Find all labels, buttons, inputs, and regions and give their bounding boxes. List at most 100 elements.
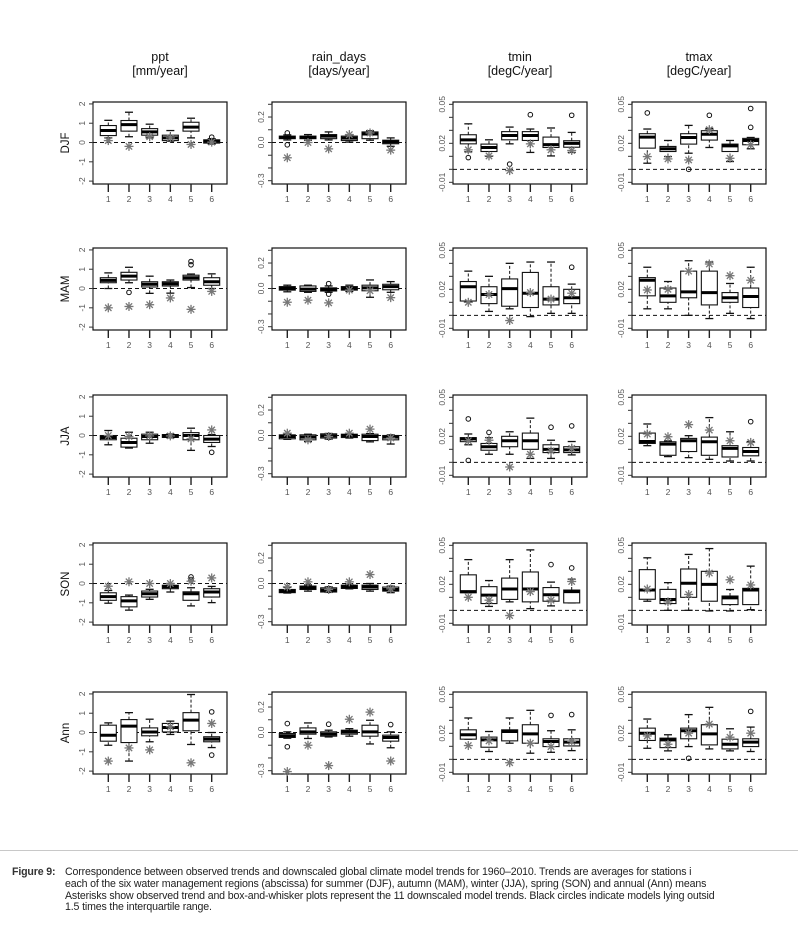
x-tick-label: 6 [209,487,214,497]
observed-asterisk [124,431,134,441]
box-region-5 [361,570,379,592]
x-tick-label: 1 [106,194,111,204]
observed-asterisk [386,584,396,594]
y-axis: -0.3 0.0 0.2 [256,693,273,778]
observed-asterisk [546,145,556,155]
observed-asterisk [484,595,494,605]
box-region-2 [299,577,317,592]
y-tick-label: -2 [77,767,87,775]
asterisk-stroke [747,729,755,737]
observed-asterisk [746,437,756,447]
asterisk-stroke [664,433,672,441]
panel-son-rain-days: -0.3 0.0 0.2 1 2 3 4 5 6 [256,542,407,645]
asterisk-stroke [485,152,493,160]
observed-asterisk [145,300,155,310]
box-region-4 [521,709,539,754]
interquartile-box [182,591,200,601]
box-region-6 [742,105,760,150]
x-tick-label: 2 [666,487,671,497]
box-region-1 [459,416,477,464]
box-region-5 [542,127,560,157]
asterisk-stroke [166,579,174,588]
asterisk-stroke [464,146,472,154]
box-region-5 [361,128,379,141]
box-region-2 [120,111,138,151]
x-tick-label: 5 [368,784,373,794]
asterisk-stroke [747,276,755,284]
asterisk-stroke [283,429,291,437]
panel-djf-ppt: -2 -1 0 1 2 1 2 3 4 5 6 [77,101,228,204]
y-axis: -2 -1 0 1 2 [77,542,94,626]
outlier-circle [527,111,534,118]
x-tick-label: 4 [707,340,712,350]
asterisk-stroke [464,741,472,750]
panel-son-tmax: -0.01 0.02 0.05 1 2 3 4 5 6 [616,537,767,645]
asterisk-stroke [125,432,133,441]
box-region-4 [700,259,718,320]
column-title-ppt: ppt [151,50,169,64]
observed-asterisk [505,462,515,472]
y-tick-label: -2 [77,323,87,331]
asterisk-stroke [685,590,693,599]
asterisk-stroke [705,720,713,728]
observed-asterisk [642,152,652,162]
box-region-3 [320,131,338,154]
panel-mam-tmin: -0.01 0.02 0.05 1 2 3 4 5 6 [437,242,588,350]
outlier-circle [325,291,332,297]
box-region-3 [141,123,159,142]
outlier-circle [644,110,651,116]
box-region-5 [182,258,200,314]
y-axis: -0.01 0.02 0.05 [616,242,633,338]
y-tick-label: 0 [77,433,87,438]
y-tick-label: 0.02 [616,576,626,593]
observed-asterisk [207,718,217,728]
x-tick-label: 5 [368,194,373,204]
box-region-3 [680,420,698,459]
asterisk-stroke [726,733,734,741]
outlier-circle [548,712,554,719]
box-region-4 [340,428,358,439]
observed-asterisk [124,743,134,753]
x-tick-label: 1 [106,635,111,645]
row-label-ann: Ann [60,723,72,743]
panel-jja-ppt: -2 -1 0 1 2 1 2 3 4 5 6 [77,394,228,497]
box-region-2 [299,133,317,147]
observed-asterisk [365,128,375,138]
box-region-4 [161,579,179,593]
box-region-2 [120,711,138,762]
y-tick-label: 1 [77,267,87,272]
outlier-circle [568,565,575,571]
interquartile-box [501,278,519,307]
outlier-circle [325,721,332,728]
y-tick-label: -1 [77,304,87,312]
asterisk-stroke [187,759,195,767]
column-unit-ppt: [mm/year] [132,64,188,78]
observed-asterisk [282,153,292,163]
y-tick-label: 2 [77,542,87,547]
box-region-5 [182,117,200,149]
observed-asterisk [642,584,652,594]
box-region-4 [700,706,718,750]
observed-asterisk [642,429,652,439]
x-tick-label: 2 [666,340,671,350]
observed-asterisk [165,293,175,303]
panel-mam-ppt: -2 -1 0 1 2 1 2 3 4 5 6 [77,247,228,350]
asterisk-stroke [387,146,395,154]
asterisk-stroke [547,596,555,604]
x-tick-label: 3 [507,635,512,645]
observed-asterisk [282,428,292,438]
x-tick-label: 1 [106,784,111,794]
x-tick-label: 3 [147,635,152,645]
asterisk-stroke [187,577,195,585]
x-tick-label: 6 [748,784,753,794]
x-tick-label: 4 [347,784,352,794]
asterisk-stroke [187,305,195,313]
y-axis: -2 -1 0 1 2 [77,247,94,331]
asterisk-stroke [166,294,174,302]
box-region-2 [659,734,677,752]
observed-asterisk [207,425,217,435]
observed-asterisk [282,767,292,777]
box-region-3 [320,721,338,771]
x-tick-label: 4 [347,194,352,204]
x-tick-label: 6 [748,635,753,645]
